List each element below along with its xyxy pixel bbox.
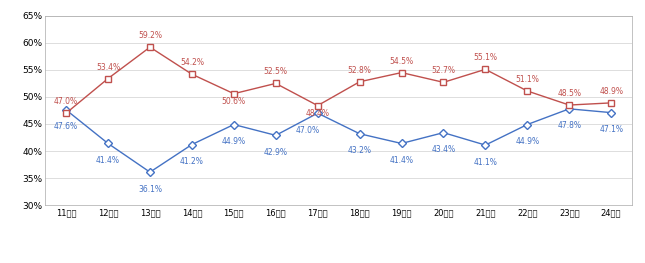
Text: 50.6%: 50.6% bbox=[222, 97, 246, 106]
「やりがいのある仕事であれば中堅・中小企業でもよい」+「中堅・中小企業がよい」 bbox=[272, 82, 280, 85]
Text: 41.4%: 41.4% bbox=[390, 156, 413, 165]
「絶対に大手企業がよい」+「自分のやりたい仕事ができるのであれば大手企業がよい」 bbox=[188, 143, 196, 146]
Text: 43.4%: 43.4% bbox=[432, 145, 455, 154]
Text: 53.4%: 53.4% bbox=[96, 63, 120, 72]
「やりがいのある仕事であれば中堅・中小企業でもよい」+「中堅・中小企業がよい」 bbox=[230, 92, 238, 95]
「やりがいのある仕事であれば中堅・中小企業でもよい」+「中堅・中小企業がよい」 bbox=[440, 81, 448, 84]
「絶対に大手企業がよい」+「自分のやりたい仕事ができるのであれば大手企業がよい」 bbox=[104, 142, 112, 145]
「やりがいのある仕事であれば中堅・中小企業でもよい」+「中堅・中小企業がよい」 bbox=[524, 89, 531, 93]
Text: 44.9%: 44.9% bbox=[515, 137, 539, 146]
「絶対に大手企業がよい」+「自分のやりたい仕事ができるのであれば大手企業がよい」 bbox=[481, 144, 490, 147]
Text: 52.5%: 52.5% bbox=[264, 68, 288, 77]
Text: 41.1%: 41.1% bbox=[473, 158, 497, 166]
「絶対に大手企業がよい」+「自分のやりたい仕事ができるのであれば大手企業がよい」 bbox=[230, 123, 238, 126]
Text: 47.6%: 47.6% bbox=[54, 122, 78, 132]
Text: 52.8%: 52.8% bbox=[348, 66, 372, 75]
Text: 43.2%: 43.2% bbox=[348, 146, 372, 155]
「やりがいのある仕事であれば中堅・中小企業でもよい」+「中堅・中小企業がよい」 bbox=[481, 68, 490, 71]
「絶対に大手企業がよい」+「自分のやりたい仕事ができるのであれば大手企業がよい」 bbox=[146, 171, 154, 174]
Text: 41.4%: 41.4% bbox=[96, 156, 120, 165]
Text: 47.1%: 47.1% bbox=[599, 125, 623, 134]
「やりがいのある仕事であれば中堅・中小企業でもよい」+「中堅・中小企業がよい」 bbox=[63, 112, 70, 115]
「やりがいのある仕事であれば中堅・中小企業でもよい」+「中堅・中小企業がよい」 bbox=[356, 80, 364, 83]
Text: 42.9%: 42.9% bbox=[264, 148, 288, 157]
「絶対に大手企業がよい」+「自分のやりたい仕事ができるのであれば大手企業がよい」 bbox=[272, 134, 280, 137]
Text: 52.7%: 52.7% bbox=[432, 66, 455, 75]
「絶対に大手企業がよい」+「自分のやりたい仕事ができるのであれば大手企業がよい」 bbox=[566, 107, 573, 110]
「やりがいのある仕事であれば中堅・中小企業でもよい」+「中堅・中小企業がよい」 bbox=[314, 104, 322, 107]
「やりがいのある仕事であれば中堅・中小企業でもよい」+「中堅・中小企業がよい」 bbox=[146, 45, 154, 49]
Line: 「絶対に大手企業がよい」+「自分のやりたい仕事ができるのであれば大手企業がよい」: 「絶対に大手企業がよい」+「自分のやりたい仕事ができるのであれば大手企業がよい」 bbox=[63, 106, 614, 175]
Text: 51.1%: 51.1% bbox=[515, 75, 539, 84]
Text: 47.0%: 47.0% bbox=[296, 126, 320, 135]
Text: 47.8%: 47.8% bbox=[557, 121, 581, 130]
「絶対に大手企業がよい」+「自分のやりたい仕事ができるのであれば大手企業がよい」 bbox=[397, 142, 406, 145]
Text: 59.2%: 59.2% bbox=[138, 31, 162, 40]
「絶対に大手企業がよい」+「自分のやりたい仕事ができるのであれば大手企業がよい」 bbox=[524, 123, 531, 126]
Text: 48.9%: 48.9% bbox=[599, 87, 623, 96]
Text: 41.2%: 41.2% bbox=[180, 157, 204, 166]
「やりがいのある仕事であれば中堅・中小企業でもよい」+「中堅・中小企業がよい」 bbox=[397, 71, 406, 74]
Text: 44.9%: 44.9% bbox=[222, 137, 246, 146]
Text: 54.5%: 54.5% bbox=[390, 57, 413, 66]
「絶対に大手企業がよい」+「自分のやりたい仕事ができるのであれば大手企業がよい」 bbox=[314, 112, 322, 115]
Text: 47.0%: 47.0% bbox=[54, 97, 78, 106]
「絶対に大手企業がよい」+「自分のやりたい仕事ができるのであれば大手企業がよい」 bbox=[63, 108, 70, 112]
「やりがいのある仕事であれば中堅・中小企業でもよい」+「中堅・中小企業がよい」 bbox=[104, 77, 112, 80]
Line: 「やりがいのある仕事であれば中堅・中小企業でもよい」+「中堅・中小企業がよい」: 「やりがいのある仕事であれば中堅・中小企業でもよい」+「中堅・中小企業がよい」 bbox=[63, 44, 614, 116]
「絶対に大手企業がよい」+「自分のやりたい仕事ができるのであれば大手企業がよい」 bbox=[356, 132, 364, 135]
Text: 55.1%: 55.1% bbox=[473, 53, 497, 62]
「絶対に大手企業がよい」+「自分のやりたい仕事ができるのであれば大手企業がよい」 bbox=[608, 111, 615, 114]
「絶対に大手企業がよい」+「自分のやりたい仕事ができるのであれば大手企業がよい」 bbox=[440, 131, 448, 134]
「やりがいのある仕事であれば中堅・中小企業でもよい」+「中堅・中小企業がよい」 bbox=[566, 103, 573, 107]
「やりがいのある仕事であれば中堅・中小企業でもよい」+「中堅・中小企業がよい」 bbox=[608, 101, 615, 104]
Text: 36.1%: 36.1% bbox=[138, 185, 162, 194]
Text: 48.5%: 48.5% bbox=[557, 89, 581, 98]
Text: 48.4%: 48.4% bbox=[306, 109, 330, 118]
Text: 54.2%: 54.2% bbox=[180, 58, 204, 67]
「やりがいのある仕事であれば中堅・中小企業でもよい」+「中堅・中小企業がよい」 bbox=[188, 73, 196, 76]
